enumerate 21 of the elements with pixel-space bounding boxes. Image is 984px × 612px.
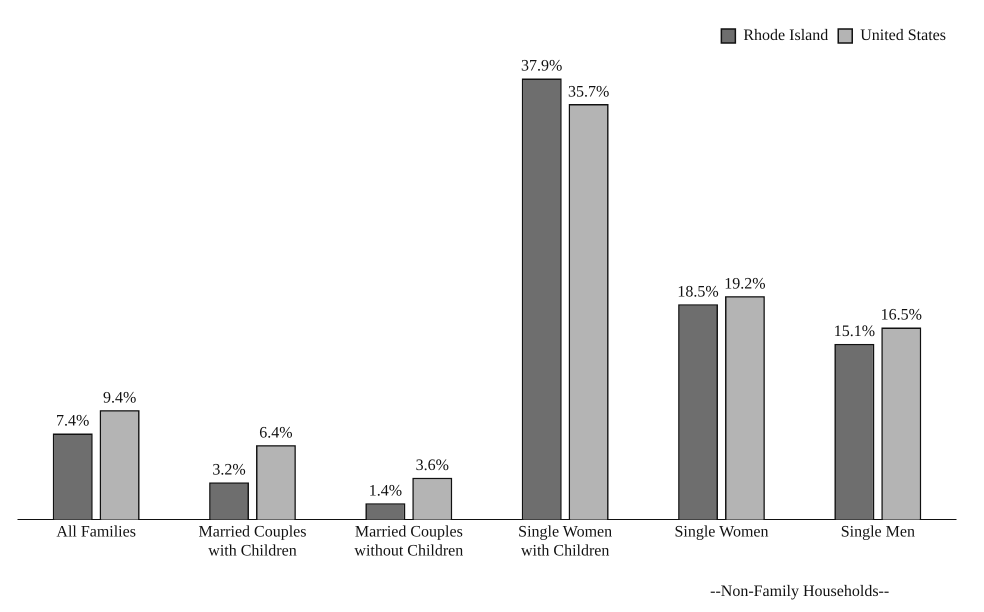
- data-label: 1.4%: [368, 482, 402, 500]
- data-label: 16.5%: [880, 306, 922, 324]
- data-label: 19.2%: [724, 275, 766, 292]
- x-tick-label: Single Women: [674, 523, 768, 540]
- x-tick-label: Single Men: [840, 523, 915, 540]
- data-label: 7.4%: [56, 412, 90, 430]
- x-tick-label: Single Women with Children: [518, 523, 612, 560]
- data-label: 35.7%: [568, 83, 610, 100]
- legend-label: United States: [860, 27, 946, 44]
- data-label: 15.1%: [834, 323, 876, 340]
- x-tick-label: All Families: [56, 523, 136, 540]
- text: --Non-Family Households--: [710, 583, 890, 600]
- data-label: 18.5%: [677, 283, 719, 300]
- data-label: 6.4%: [259, 424, 293, 442]
- data-label: 9.4%: [102, 389, 136, 406]
- x-tick-label: Married Couples without Children: [354, 523, 464, 560]
- data-label: 37.9%: [521, 58, 562, 75]
- data-label: 3.6%: [416, 456, 449, 474]
- x-tick-label: Married Couples with Children: [198, 523, 306, 560]
- legend-label: Rhode Island: [743, 27, 828, 44]
- data-label: 3.2%: [212, 462, 246, 479]
